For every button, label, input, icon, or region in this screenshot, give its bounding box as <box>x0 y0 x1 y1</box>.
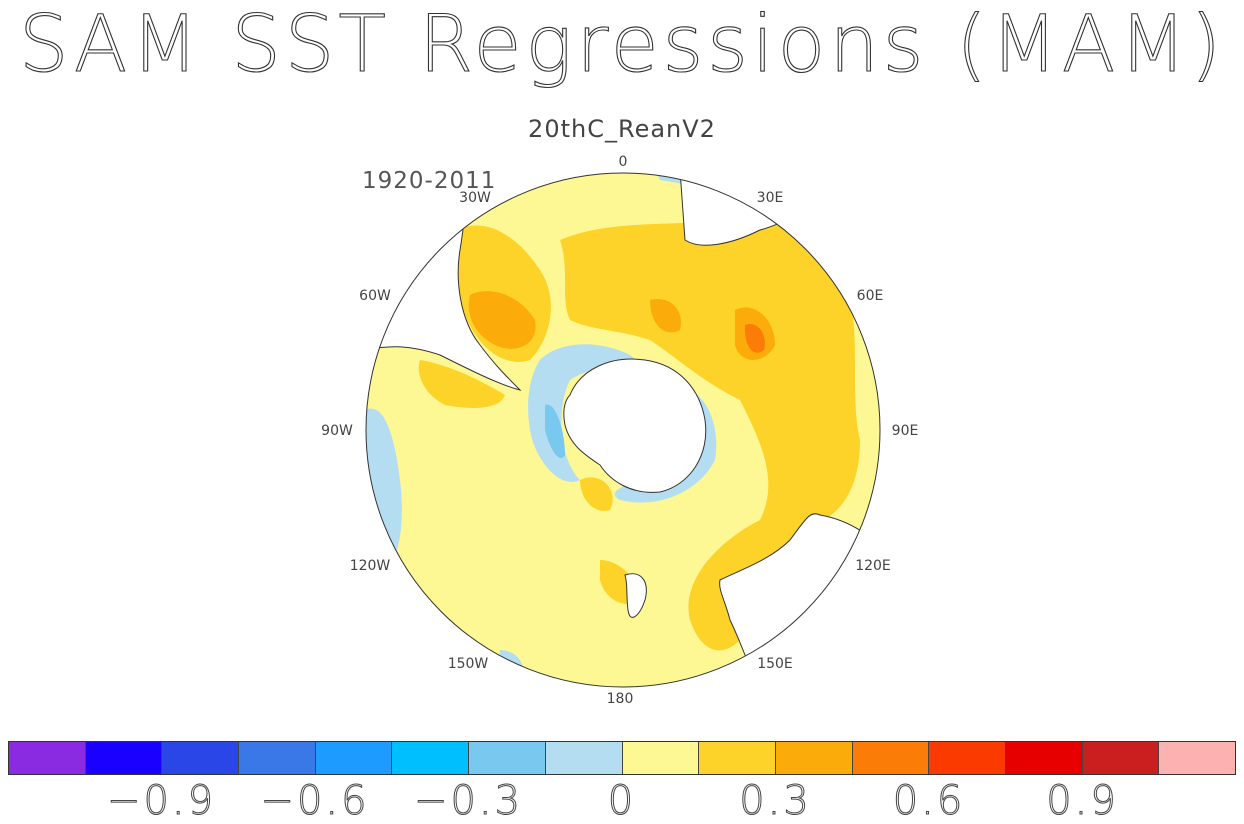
lon-label-30e: 30E <box>757 190 784 206</box>
longitude-labels: 0 30E 60E 90E 120E 150E 180 150W 120W 90… <box>321 154 918 707</box>
colorbar-tick-label: −0.3 <box>413 778 524 824</box>
lon-label-180: 180 <box>607 691 634 707</box>
colorbar-tick-label: 0 <box>607 778 637 824</box>
colorbar-swatch <box>392 742 470 774</box>
colorbar-swatch <box>469 742 546 774</box>
colorbar <box>8 741 1236 775</box>
chart-title: SAM SST Regressions (MAM) <box>18 0 1226 90</box>
colorbar-swatch <box>1082 742 1160 774</box>
colorbar-swatch <box>162 742 240 774</box>
cool-ring-east <box>614 390 717 503</box>
colorbar-swatch <box>929 742 1006 774</box>
warm-patch-chile <box>418 360 505 408</box>
colorbar-swatch <box>699 742 776 774</box>
lon-label-90e: 90E <box>892 423 919 439</box>
lon-label-60w: 60W <box>359 288 391 304</box>
cooler-patch-weddell <box>545 404 565 459</box>
lon-label-150w: 150W <box>448 656 489 672</box>
warmer-patch-central <box>650 299 681 333</box>
warmest-patch-indian <box>744 324 765 353</box>
warm-band-indian <box>560 215 860 651</box>
colorbar-tick-label: −0.6 <box>260 778 370 824</box>
colorbar-swatch <box>1005 742 1083 774</box>
land-antarctica <box>563 358 707 493</box>
lon-label-90w: 90W <box>321 423 353 439</box>
period-label: 1920-2011 <box>362 168 497 194</box>
colorbar-tick-label: 0.9 <box>1046 778 1119 824</box>
polar-map: 0 30E 60E 90E 120E 150E 180 150W 120W 90… <box>321 154 918 707</box>
lon-label-0: 0 <box>619 154 628 170</box>
lon-label-30w: 30W <box>459 190 491 206</box>
warm-patch-south <box>580 477 613 511</box>
colorbar-swatch <box>315 742 393 774</box>
colorbar-tick-label: 0.6 <box>892 778 966 824</box>
lon-label-60e: 60E <box>857 288 884 304</box>
colorbar-swatch <box>1159 742 1235 774</box>
lon-label-150e: 150E <box>757 656 793 672</box>
colorbar-swatch <box>85 742 163 774</box>
lon-label-120e: 120E <box>855 558 891 574</box>
colorbar-swatch <box>545 742 623 774</box>
colorbar-swatch <box>9 742 86 774</box>
lon-label-120w: 120W <box>350 558 391 574</box>
colorbar-tick-label: 0.3 <box>739 778 812 824</box>
warmer-patch-atlantic <box>468 291 536 349</box>
colorbar-swatch <box>622 742 700 774</box>
land-new-zealand <box>624 573 647 618</box>
colorbar-swatch <box>775 742 853 774</box>
colorbar-tick-label: −0.9 <box>106 778 217 824</box>
map-boundary <box>365 172 881 688</box>
dataset-subtitle: 20thC_ReanV2 <box>528 115 716 143</box>
colorbar-swatch <box>852 742 930 774</box>
colorbar-swatch <box>239 742 316 774</box>
